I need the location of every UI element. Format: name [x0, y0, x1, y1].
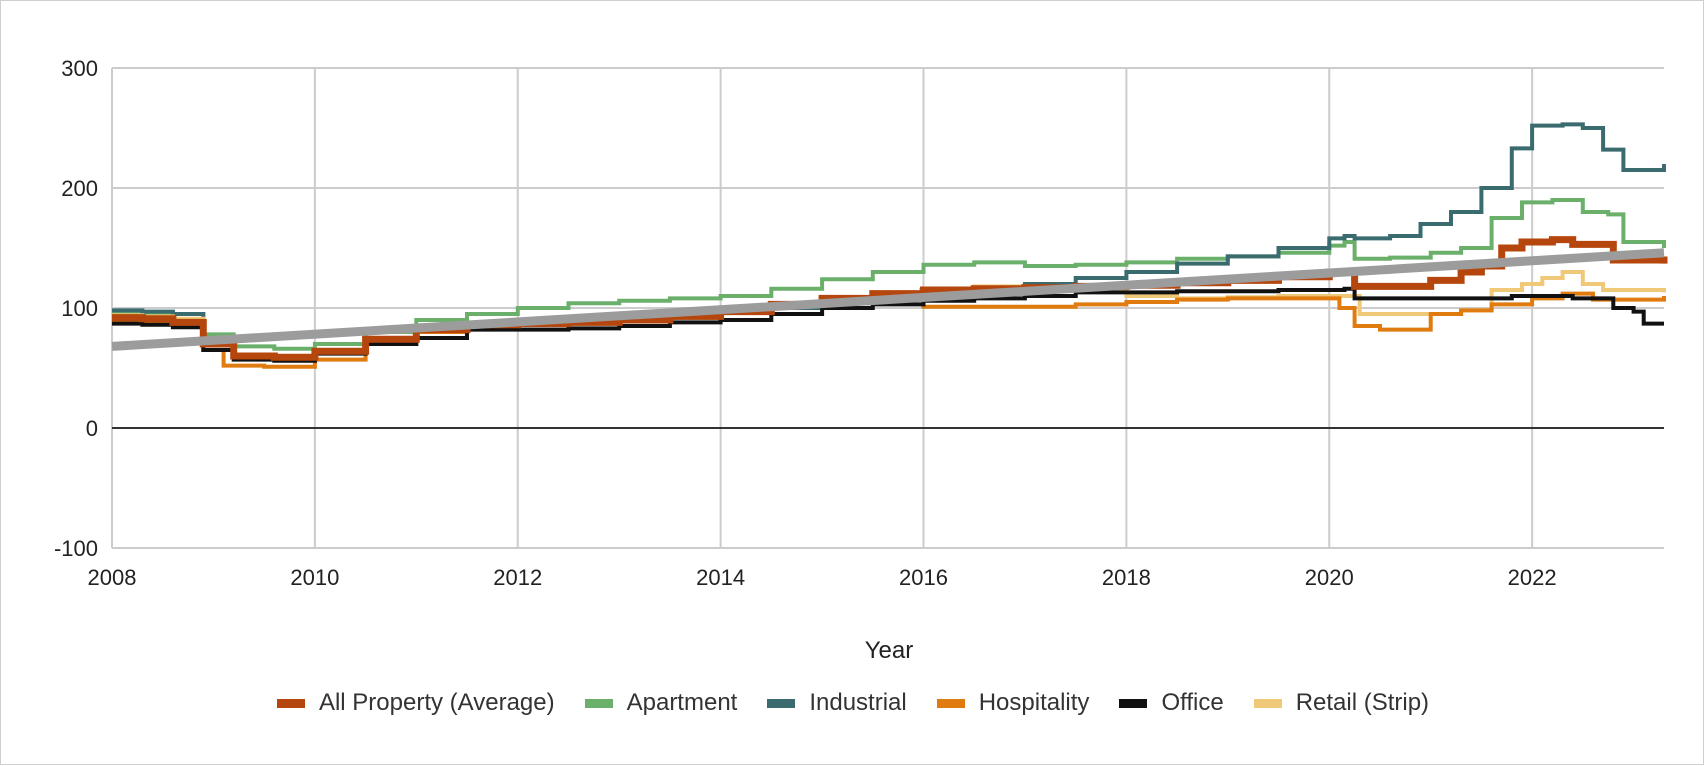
legend-swatch [936, 698, 965, 708]
x-tick-label: 2010 [290, 565, 339, 590]
y-tick-label: 0 [86, 416, 98, 441]
series-layer [111, 122, 1668, 369]
x-axis-ticks: 2008 2010 2012 2014 2016 2018 2020 2022 [88, 565, 1557, 590]
legend-item-retail-strip: Retail (Strip) [1253, 689, 1430, 717]
legend-swatch [767, 698, 796, 708]
gridlines [111, 67, 1664, 549]
x-tick-label: 2018 [1102, 565, 1151, 590]
x-tick-label: 2014 [696, 565, 745, 590]
x-tick-label: 2020 [1305, 565, 1354, 590]
legend-label: Retail (Strip) [1295, 689, 1430, 716]
x-axis-title: Year [865, 637, 914, 664]
x-tick-label: 2008 [88, 565, 137, 590]
legend-label: Hospitality [978, 689, 1090, 716]
series-line-apartment [112, 198, 1666, 351]
y-tick-label: 100 [61, 296, 98, 321]
legend-label: Industrial [809, 689, 907, 716]
legend-label: Apartment [626, 689, 738, 716]
y-axis-ticks: -100 0 100 200 300 [54, 56, 98, 561]
legend-swatch [1119, 698, 1148, 708]
legend-item-office: Office [1119, 689, 1224, 717]
x-tick-label: 2022 [1508, 565, 1557, 590]
legend-label: Office [1161, 689, 1224, 716]
legend-item-all-property-average: All Property (Average) [276, 689, 555, 717]
legend-item-hospitality: Hospitality [936, 689, 1090, 717]
y-tick-label: -100 [54, 536, 98, 561]
y-tick-label: 200 [61, 176, 98, 201]
legend-item-apartment: Apartment [584, 689, 738, 717]
x-tick-label: 2016 [899, 565, 948, 590]
legend-label: All Property (Average) [318, 689, 555, 716]
legend-item-industrial: Industrial [767, 689, 907, 717]
y-tick-label: 300 [61, 56, 98, 81]
series-line-trendline [111, 248, 1665, 351]
legend-swatch [1253, 698, 1282, 708]
x-tick-label: 2012 [493, 565, 542, 590]
legend-swatch [276, 698, 305, 708]
legend-swatch [584, 698, 613, 708]
legend: All Property (Average) Apartment Industria… [1, 689, 1704, 717]
